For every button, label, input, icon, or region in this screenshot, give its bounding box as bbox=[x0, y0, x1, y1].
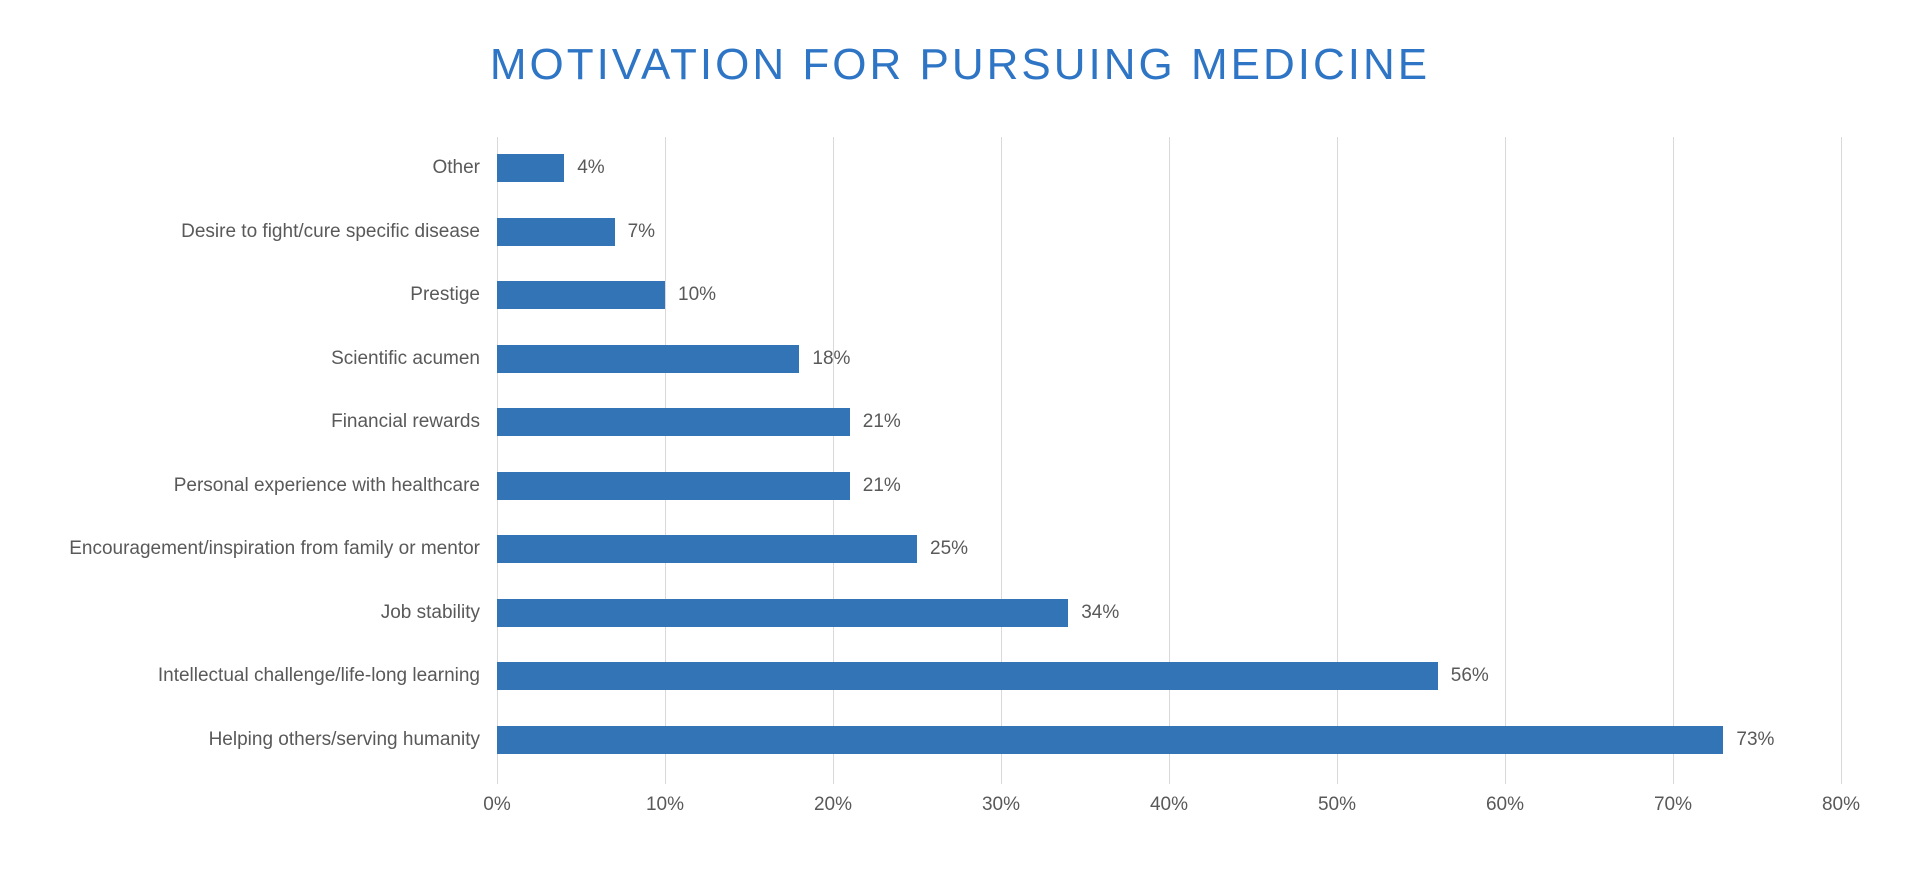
bar bbox=[497, 598, 1069, 627]
x-axis-tick-label: 70% bbox=[1653, 793, 1693, 815]
chart-title: MOTIVATION FOR PURSUING MEDICINE bbox=[489, 40, 1431, 89]
bar bbox=[497, 662, 1438, 691]
bar-row: 4% bbox=[497, 137, 1841, 201]
bar-row: 21% bbox=[497, 391, 1841, 455]
bar-row: 34% bbox=[497, 581, 1841, 645]
x-axis-tick-label: 60% bbox=[1485, 793, 1525, 815]
bar-row: 73% bbox=[497, 708, 1841, 772]
gridline bbox=[1337, 136, 1338, 784]
category-labels: Other Desire to fight/cure specific disea… bbox=[37, 137, 497, 772]
category-label: Scientific acumen bbox=[331, 347, 480, 369]
category-label: Prestige bbox=[410, 284, 480, 306]
x-axis-tick-label: 40% bbox=[1149, 793, 1189, 815]
value-label: 10% bbox=[678, 284, 717, 306]
category-label: Encouragement/inspiration from family or… bbox=[69, 538, 480, 560]
x-axis: 0% 10% 20% 30% 40% 50% 60% 70% 80% bbox=[483, 793, 1860, 824]
gridline bbox=[1001, 136, 1002, 784]
bar-row: 56% bbox=[497, 645, 1841, 709]
x-axis-tick-label: 50% bbox=[1317, 793, 1357, 815]
bar-row: 18% bbox=[497, 327, 1841, 391]
value-label: 56% bbox=[1450, 665, 1489, 687]
x-axis-tick-label: 20% bbox=[813, 793, 853, 815]
category-label: Financial rewards bbox=[331, 411, 480, 433]
bar bbox=[497, 471, 850, 500]
bar bbox=[497, 217, 615, 246]
gridline bbox=[665, 136, 666, 784]
value-label: 18% bbox=[812, 347, 851, 369]
value-label: 73% bbox=[1736, 728, 1775, 750]
gridline bbox=[1169, 136, 1170, 784]
value-label: 25% bbox=[930, 538, 969, 560]
category-label: Helping others/serving humanity bbox=[208, 728, 480, 750]
x-axis-tick-label: 80% bbox=[1821, 793, 1861, 815]
category-label: Other bbox=[432, 157, 480, 179]
category-label: Job stability bbox=[380, 601, 480, 623]
value-label: 21% bbox=[862, 474, 901, 496]
x-axis-tick-label: 0% bbox=[483, 793, 511, 815]
value-label: 4% bbox=[577, 157, 605, 179]
category-label: Desire to fight/cure specific disease bbox=[181, 220, 480, 242]
gridline bbox=[833, 136, 834, 784]
bar-rows: 4% 7% 10% 18% 21% 21% 25% 34% 56% 73% bbox=[497, 137, 1841, 772]
bar bbox=[497, 344, 800, 373]
bar-chart: Other Desire to fight/cure specific disea… bbox=[37, 136, 1860, 815]
plot-area: 4% 7% 10% 18% 21% 21% 25% 34% 56% 73% 0% 10% 20% 30%… bbox=[483, 136, 1860, 815]
gridline bbox=[1673, 136, 1674, 784]
bar bbox=[497, 535, 917, 564]
bar-row: 10% bbox=[497, 264, 1841, 328]
bar-row: 21% bbox=[497, 454, 1841, 518]
x-axis-tick-label: 10% bbox=[645, 793, 685, 815]
value-label: 34% bbox=[1081, 601, 1120, 623]
bar-row: 7% bbox=[497, 200, 1841, 264]
bar-row: 25% bbox=[497, 518, 1841, 582]
value-label: 7% bbox=[627, 220, 656, 242]
bar bbox=[497, 725, 1724, 754]
gridline bbox=[1505, 136, 1506, 784]
category-label: Intellectual challenge/life-long learnin… bbox=[157, 665, 480, 687]
slide: MOTIVATION FOR PURSUING MEDICINE Other De… bbox=[37, 40, 1860, 815]
gridline bbox=[497, 136, 498, 784]
category-label: Personal experience with healthcare bbox=[173, 474, 480, 496]
gridline bbox=[1841, 136, 1842, 784]
value-label: 21% bbox=[862, 411, 901, 433]
bar bbox=[497, 408, 850, 437]
bar bbox=[497, 154, 565, 183]
bar bbox=[497, 281, 665, 310]
x-axis-tick-label: 30% bbox=[981, 793, 1021, 815]
